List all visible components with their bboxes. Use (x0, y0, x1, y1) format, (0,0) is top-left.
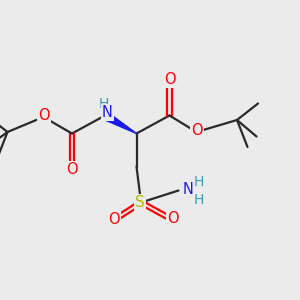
Text: S: S (135, 195, 145, 210)
Text: O: O (39, 108, 50, 123)
Text: N: N (183, 182, 194, 196)
Text: O: O (192, 123, 203, 138)
Text: H: H (98, 97, 109, 111)
Text: O: O (164, 72, 175, 87)
Text: H: H (194, 175, 204, 188)
Text: O: O (66, 162, 78, 177)
Text: H: H (194, 193, 204, 206)
Text: O: O (108, 212, 120, 227)
Text: O: O (167, 211, 178, 226)
Polygon shape (103, 112, 136, 134)
Text: N: N (102, 105, 113, 120)
